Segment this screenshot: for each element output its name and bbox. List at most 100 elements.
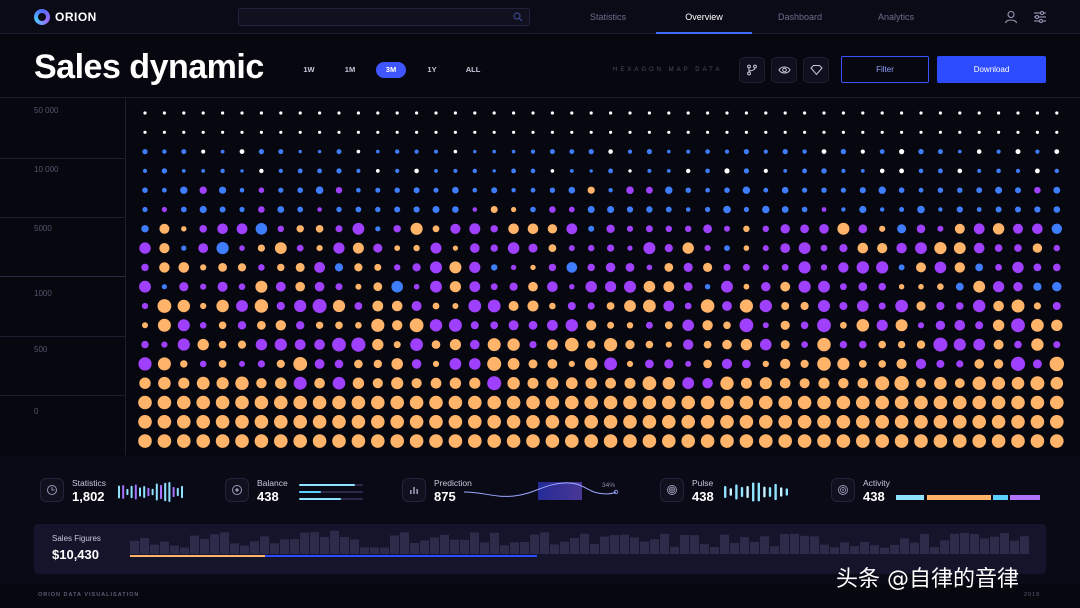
- chart-dot: [991, 415, 1006, 429]
- chart-dot: [356, 111, 360, 115]
- tab-overview[interactable]: Overview: [656, 0, 752, 34]
- range-1w[interactable]: 1W: [303, 65, 315, 74]
- chart-dot: [142, 149, 148, 155]
- chart-dot: [723, 205, 731, 214]
- chart-dot: [333, 242, 345, 254]
- chart-dot: [743, 206, 750, 213]
- chart-dot: [371, 415, 385, 429]
- chart-dot: [976, 149, 982, 154]
- chart-dot: [628, 169, 632, 173]
- chart-dot: [1051, 223, 1062, 234]
- chart-dot: [682, 319, 694, 332]
- sales-figures-panel[interactable]: Sales Figures $10,430: [34, 524, 1046, 574]
- chart-dot: [312, 299, 327, 313]
- chart-dot: [411, 378, 422, 389]
- chart-dot: [724, 245, 730, 252]
- tab-analytics[interactable]: Analytics: [877, 12, 914, 22]
- range-all[interactable]: ALL: [465, 65, 481, 74]
- chart-dot: [900, 111, 904, 115]
- y-separator: [0, 336, 125, 337]
- chart-dot: [570, 130, 574, 134]
- search-input[interactable]: [238, 8, 530, 26]
- chart-dot: [508, 320, 519, 331]
- search-icon[interactable]: [513, 12, 523, 22]
- chart-dot: [739, 434, 754, 448]
- chart-dot: [1054, 149, 1060, 154]
- chart-dot: [954, 378, 965, 389]
- chart-dot: [413, 244, 420, 252]
- range-1m[interactable]: 1M: [344, 65, 356, 74]
- chart-dot: [916, 378, 926, 389]
- chart-dot: [778, 395, 792, 410]
- sales-bar: [870, 545, 879, 554]
- chart-dot: [609, 111, 613, 115]
- chart-dot: [841, 207, 846, 212]
- chart-dot: [642, 395, 657, 410]
- chart-dot: [569, 169, 574, 173]
- chart-dot: [390, 395, 405, 410]
- chart-dot: [703, 359, 712, 369]
- chart-dot: [840, 148, 847, 155]
- download-button[interactable]: Download: [937, 56, 1046, 83]
- chart-dot: [1052, 282, 1062, 292]
- chart-dot: [240, 111, 244, 115]
- chart-dot: [279, 130, 283, 134]
- sales-bar: [450, 539, 459, 554]
- chart-dot: [665, 186, 673, 194]
- chart-dot: [293, 434, 307, 448]
- chart-dot: [375, 169, 380, 173]
- chart-dot: [721, 358, 733, 369]
- chart-dot: [177, 434, 191, 448]
- chart-dot: [139, 280, 151, 293]
- chart-dot: [762, 245, 769, 252]
- chart-dot: [662, 415, 676, 429]
- tab-dashboard[interactable]: Dashboard: [777, 12, 823, 22]
- chart-dot: [373, 243, 383, 253]
- sales-bar: [150, 544, 159, 554]
- chart-dot: [201, 111, 205, 115]
- chart-dot: [550, 169, 555, 173]
- spark-bar: [122, 484, 125, 500]
- chart-dot: [356, 187, 361, 193]
- chart-dot: [568, 360, 575, 367]
- chart-dot: [1055, 130, 1059, 134]
- spark-bar: [724, 485, 727, 499]
- chart-dot: [178, 377, 190, 389]
- range-1y[interactable]: 1Y: [427, 65, 437, 74]
- chart-dot: [1032, 359, 1042, 369]
- chart-dot: [972, 376, 986, 390]
- chart-dot: [705, 168, 710, 174]
- chart-dot: [797, 415, 812, 429]
- view-button[interactable]: [771, 57, 797, 83]
- chart-dot: [700, 395, 715, 410]
- chart-dot: [298, 130, 302, 134]
- settings-sliders-icon[interactable]: [1033, 10, 1047, 24]
- chart-dot: [780, 281, 791, 292]
- chart-dot: [859, 340, 867, 349]
- chart-dot: [685, 207, 691, 212]
- chart-dot: [953, 395, 967, 410]
- branch-button[interactable]: [739, 57, 765, 83]
- favorite-button[interactable]: [803, 57, 829, 83]
- chart-dot: [682, 242, 694, 254]
- chart-dot: [897, 340, 906, 349]
- spark-bar: [785, 488, 788, 496]
- user-icon[interactable]: [1004, 10, 1018, 24]
- chart-dot: [664, 321, 673, 330]
- chart-dot: [841, 130, 846, 134]
- chart-dot: [506, 415, 521, 429]
- chart-dot: [293, 357, 308, 371]
- spark-bar: [740, 487, 744, 497]
- logo[interactable]: ORION: [34, 9, 97, 25]
- chart-dot: [1015, 206, 1021, 213]
- filter-button[interactable]: Filter: [841, 56, 929, 83]
- sales-bar: [960, 532, 969, 554]
- chart-dot: [429, 434, 443, 448]
- chart-dot: [992, 223, 1005, 235]
- chart-dot: [487, 338, 501, 352]
- range-3m[interactable]: 3M: [376, 62, 406, 78]
- chart-dot: [840, 187, 847, 193]
- chart-dot: [938, 130, 943, 134]
- chart-dot: [315, 186, 324, 194]
- tab-statistics[interactable]: Statistics: [589, 12, 626, 22]
